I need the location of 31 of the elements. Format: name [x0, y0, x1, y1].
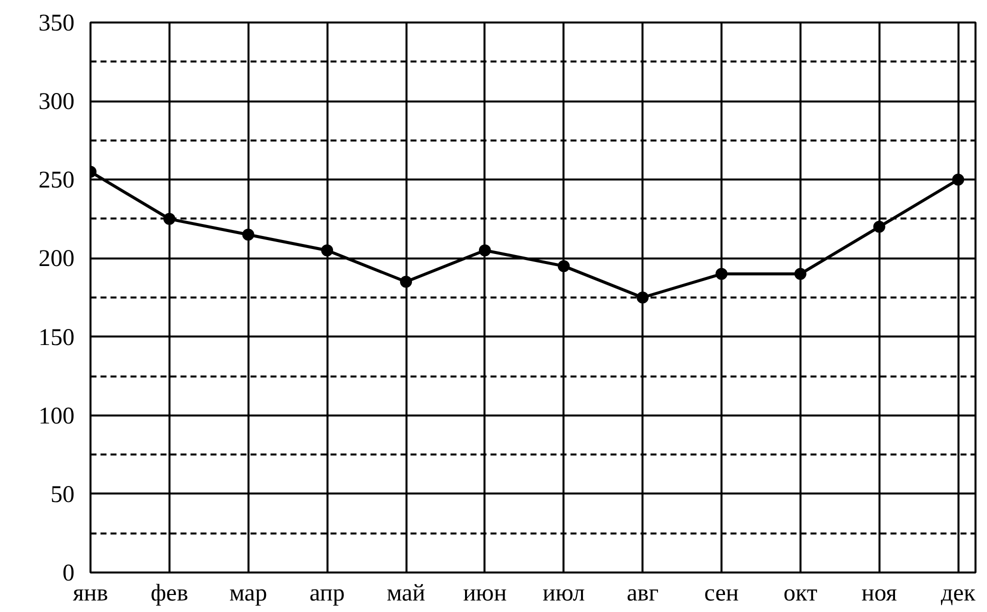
x-tick-label: сен	[704, 580, 739, 606]
y-tick-label: 200	[38, 246, 74, 272]
point	[558, 260, 570, 272]
x-tick-label: май	[386, 580, 426, 606]
point	[242, 228, 254, 241]
point	[163, 212, 176, 225]
point	[400, 276, 412, 288]
y-tick-label: 300	[38, 89, 74, 116]
x-tick-label: ноя	[862, 580, 897, 606]
x-tick-label: авг	[626, 580, 659, 606]
point	[636, 292, 649, 304]
x-tick-label: фев	[150, 580, 188, 606]
x-tick-label: янв	[72, 580, 108, 606]
y-tick-label: 100	[38, 403, 74, 430]
y-tick-label: 0	[62, 560, 74, 586]
y-tick-label: 250	[38, 168, 74, 194]
y-tick-label: 150	[38, 324, 74, 351]
x-tick-label: окт	[783, 580, 818, 606]
point	[873, 220, 886, 233]
x-tick-label: июл	[542, 580, 585, 606]
point	[478, 244, 491, 256]
x-tick-label: мар	[229, 580, 268, 606]
point	[716, 268, 728, 280]
point	[321, 244, 334, 256]
x-tick-label: апр	[310, 580, 345, 606]
y-tick-label: 350	[38, 10, 74, 36]
x-tick-label: июн	[463, 580, 507, 606]
x-tick-label: дек	[940, 580, 976, 606]
y-tick-label: 50	[50, 482, 74, 508]
point	[794, 268, 806, 280]
point	[952, 174, 964, 186]
